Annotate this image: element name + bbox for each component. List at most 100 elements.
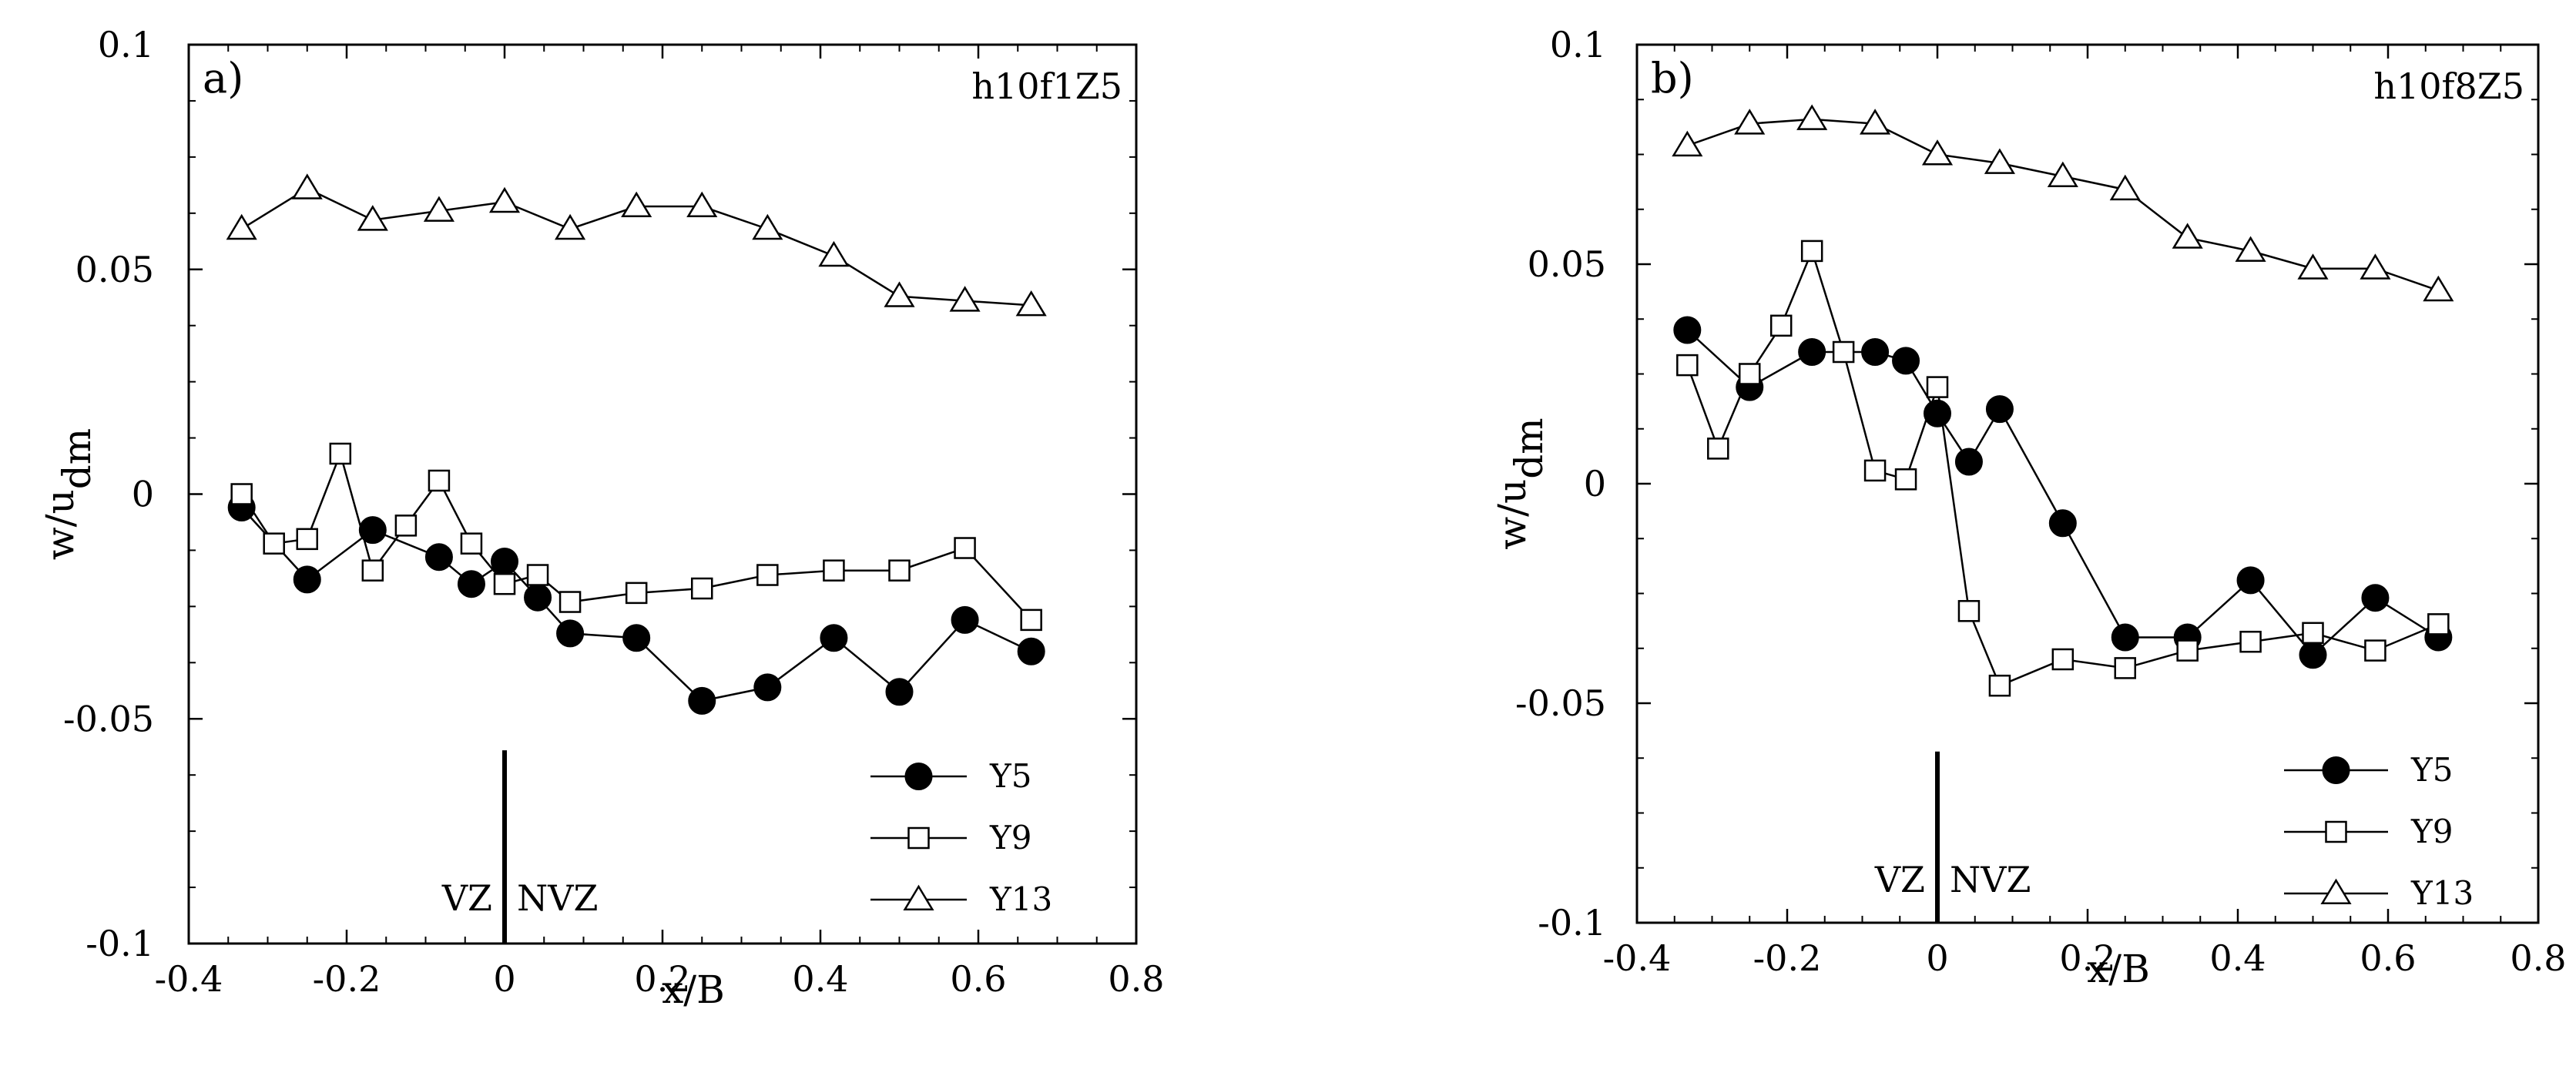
data-point-y13 [2172,223,2203,249]
data-point-y9 [823,559,845,582]
data-point-y13 [949,286,981,312]
zone-label-nvz: NVZ [1950,859,2031,900]
zone-label-vz: VZ [1874,859,1925,900]
x-tick-label: 0.6 [2360,937,2416,979]
legend-entry-y13: Y13 [2284,874,2474,912]
data-point-y13 [2109,174,2141,201]
legend-marker-y5 [904,763,933,790]
legend-label: Y13 [989,880,1052,918]
legend-label: Y9 [989,819,1031,856]
legend-entry-y5: Y5 [2284,751,2453,789]
x-tick-label: 0 [1926,937,1948,979]
x-tick-label: -0.4 [155,958,223,1000]
series-line-y13 [1686,118,2439,292]
data-point-y9 [2051,648,2075,671]
data-point-y9 [460,532,483,555]
data-point-y9 [394,515,418,537]
data-point-y9 [1894,468,1917,491]
data-point-y5 [885,678,914,706]
y-tick-label: 0 [1584,463,1606,505]
x-tick-label: -0.2 [313,958,381,1000]
data-point-y13 [1015,290,1047,317]
data-point-y13 [818,240,850,267]
data-point-y5 [1861,338,1890,366]
series-line-y5 [1686,329,2439,657]
data-point-y5 [2236,566,2265,595]
data-point-y9 [1676,354,1699,377]
data-point-y13 [291,173,323,199]
data-point-y5 [688,686,716,715]
data-point-y9 [1832,340,1855,364]
plot-frame [1635,43,2540,924]
data-point-y9 [1988,674,2011,697]
data-point-y9 [2176,639,2199,662]
x-tick-label: 0.2 [634,958,690,1000]
y-tick-label: -0.05 [1515,682,1606,724]
data-point-y5 [457,570,485,598]
data-point-y5 [1017,637,1045,665]
y-axis-title: w/udm [38,428,99,560]
y-tick-label: 0 [132,474,154,515]
data-point-y9 [230,483,253,505]
data-point-y9 [954,537,976,559]
x-axis-title: x/B [2087,947,2150,991]
x-tick-label: -0.2 [1753,937,1822,979]
data-point-y5 [424,543,453,572]
legend-label: Y13 [2410,874,2474,912]
data-point-y5 [1985,395,2014,424]
legend-entry-y9: Y9 [870,819,1031,856]
legend-label: Y5 [2410,751,2453,789]
chart-panel-2: -0.4 -0.2 0 0.2 0.4 0.6 0.8 -0.1 -0.05 0 0.05 0.1 x/… [1490,24,2567,991]
data-point-y9 [296,528,318,551]
data-point-y5 [1954,448,1983,476]
data-point-y9 [1769,314,1793,337]
data-point-y5 [753,673,782,702]
data-point-y13 [357,205,388,231]
x-tick-label: 0.8 [1108,958,1164,1000]
data-point-y5 [622,624,651,652]
y-axis-title: w/udm [1490,417,1551,549]
y-tick-label: 0.1 [1550,24,1606,65]
data-point-y9 [2427,613,2450,635]
data-point-y13 [1921,139,1954,166]
y-tick-label: 0.05 [1528,243,1606,285]
x-tick-label: 0.4 [792,958,848,1000]
data-point-y9 [2239,630,2262,653]
x-tick-label: 0.4 [2209,937,2266,979]
data-point-y9 [428,469,451,492]
data-point-y9 [2364,639,2386,662]
data-point-y9 [888,559,911,582]
data-point-y13 [621,191,652,218]
y-tick-label: 0.05 [75,249,154,290]
data-point-y13 [1984,148,2015,174]
data-point-y13 [2047,161,2078,187]
y-axis-title-sub: dm [1507,417,1551,478]
data-point-y13 [1734,109,1766,135]
data-point-y5 [1798,338,1826,366]
data-point-y5 [556,619,585,648]
data-point-y9 [329,442,352,465]
zone-label-vz: VZ [441,877,492,919]
legend-marker-y13 [903,884,934,910]
legend-marker-y5 [2322,756,2350,784]
y-tick-label: 0.1 [98,24,154,65]
data-point-y13 [752,213,783,240]
case-label: h10f1Z5 [971,65,1122,107]
data-point-y5 [820,624,848,652]
data-point-y13 [488,186,521,213]
data-point-y9 [558,591,582,613]
zone-label-nvz: NVZ [517,877,598,919]
series-y5 [1673,316,2453,669]
y-tick-label: -0.05 [63,698,154,739]
data-point-y13 [686,191,718,218]
data-point-y9 [1957,600,1981,622]
case-label: h10f8Z5 [2373,65,2524,107]
data-point-y13 [1672,130,1703,157]
data-point-y9 [1863,459,1887,482]
panel-label: b) [1651,54,1694,102]
data-point-y9 [1020,608,1042,632]
data-point-y9 [1800,240,1823,263]
data-point-y13 [2297,253,2329,280]
x-tick-label: -0.4 [1603,937,1672,979]
